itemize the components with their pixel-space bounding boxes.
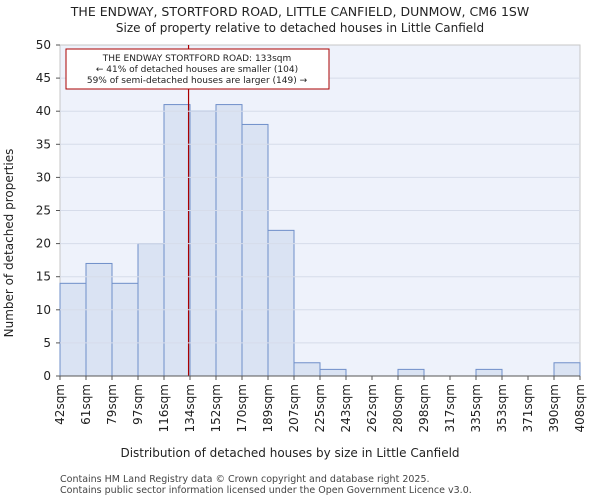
x-tick-label: 189sqm — [261, 384, 275, 432]
y-tick-label: 25 — [36, 204, 51, 218]
x-tick-label: 371sqm — [521, 384, 535, 432]
histogram-bar — [59, 282, 87, 377]
y-tick-label: 5 — [43, 336, 51, 350]
x-tick-label: 353sqm — [495, 384, 509, 432]
x-tick-label: 152sqm — [209, 384, 223, 432]
x-tick-label: 134sqm — [183, 384, 197, 432]
annotation-line-1: THE ENDWAY STORTFORD ROAD: 133sqm — [102, 54, 292, 64]
histogram-bar — [163, 104, 191, 377]
x-tick-label: 390sqm — [547, 384, 561, 432]
x-tick-label: 79sqm — [105, 384, 119, 425]
annotation-border — [65, 48, 330, 90]
x-tick-label: 262sqm — [365, 384, 379, 432]
chart-subtitle: Size of property relative to detached ho… — [115, 21, 485, 35]
annotation-box: THE ENDWAY STORTFORD ROAD: 133sqm ← 41% … — [65, 48, 330, 90]
y-tick-label: 35 — [36, 137, 51, 151]
histogram-bar — [267, 229, 295, 377]
histogram-bar — [397, 368, 425, 377]
y-tick-label: 20 — [36, 237, 51, 251]
y-tick-label: 40 — [36, 104, 51, 118]
y-tick-label: 10 — [36, 303, 51, 317]
y-tick-label: 30 — [36, 170, 51, 184]
histogram-bar — [111, 282, 139, 377]
footer-licence: Contains public sector information licen… — [60, 485, 472, 496]
x-tick-label: 317sqm — [443, 384, 457, 432]
y-tick-label: 50 — [36, 38, 51, 52]
y-axis-label: Number of detached properties — [2, 149, 16, 338]
x-tick-label: 207sqm — [287, 384, 301, 432]
x-tick-label: 298sqm — [417, 384, 431, 432]
annotation-line-2: ← 41% of detached houses are smaller (10… — [96, 65, 298, 75]
y-tick-label: 0 — [43, 369, 51, 383]
annotation-line-3: 59% of semi-detached houses are larger (… — [87, 76, 308, 86]
y-tick-label: 15 — [36, 270, 51, 284]
histogram-bar — [85, 262, 113, 377]
histogram-bar — [475, 368, 503, 377]
x-tick-label: 408sqm — [573, 384, 587, 432]
histogram-bar — [215, 104, 243, 377]
x-tick-label: 61sqm — [79, 384, 93, 425]
x-tick-label: 335sqm — [469, 384, 483, 432]
chart-title: THE ENDWAY, STORTFORD ROAD, LITTLE CANFI… — [70, 4, 530, 19]
x-tick-label: 97sqm — [131, 384, 145, 425]
x-tick-label: 42sqm — [53, 384, 67, 425]
histogram-bar — [293, 362, 321, 377]
histogram-bar — [319, 368, 347, 377]
footer-copyright: Contains HM Land Registry data © Crown c… — [60, 474, 430, 485]
x-axis-label: Distribution of detached houses by size … — [120, 446, 459, 460]
histogram-bar — [241, 123, 269, 377]
x-tick-label: 116sqm — [157, 384, 171, 432]
x-tick-label: 170sqm — [235, 384, 249, 432]
histogram-bar — [553, 362, 581, 377]
x-tick-label: 225sqm — [313, 384, 327, 432]
y-tick-label: 45 — [36, 71, 51, 85]
x-tick-label: 243sqm — [339, 384, 353, 432]
x-tick-label: 280sqm — [391, 384, 405, 432]
